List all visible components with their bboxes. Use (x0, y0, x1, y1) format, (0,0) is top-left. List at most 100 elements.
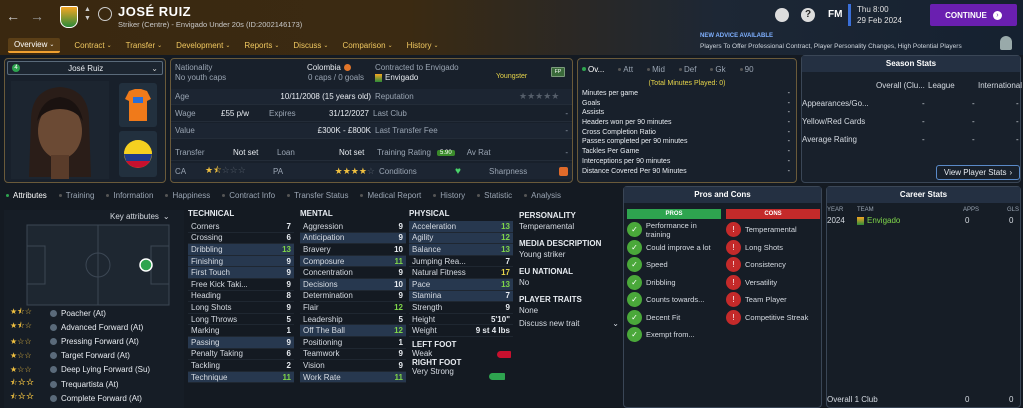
ov-tab-mid[interactable]: Mid (647, 65, 665, 74)
attribute-row[interactable]: Finishing 9 (188, 255, 294, 268)
subtab-medical-report[interactable]: Medical Report (360, 191, 421, 200)
attribute-row[interactable]: Pace 13 (409, 278, 513, 291)
fm-menu-button[interactable]: FM (828, 9, 843, 20)
attribute-row[interactable]: Acceleration 13 (409, 221, 513, 233)
view-player-stats-button[interactable]: View Player Stats › (936, 165, 1020, 180)
pro-item[interactable]: ✓ Exempt from... (627, 326, 723, 344)
attribute-row[interactable]: Marking 1 (188, 325, 294, 337)
attribute-row[interactable]: Jumping Rea... 7 (409, 256, 513, 268)
ov-tab-90[interactable]: 90 (739, 65, 754, 74)
attribute-row[interactable]: Technique 11 (188, 371, 294, 384)
subtab-contract-info[interactable]: Contract Info (222, 191, 275, 200)
attribute-row[interactable]: Heading 8 (188, 291, 294, 303)
subtab-statistic[interactable]: Statistic (477, 191, 512, 200)
attribute-row[interactable]: Strength 9 (409, 302, 513, 314)
attribute-row[interactable]: Determination 9 (300, 291, 406, 303)
attribute-row[interactable]: Corners 7 (188, 221, 294, 233)
attribute-row[interactable]: Leadership 5 (300, 314, 406, 326)
attribute-row[interactable]: Decisions 10 (300, 278, 406, 291)
tab-history[interactable]: History ⌄ (407, 41, 439, 50)
attribute-row[interactable]: Composure 11 (300, 255, 406, 268)
forward-arrow-icon[interactable]: → (30, 8, 44, 24)
pro-item[interactable]: ✓ Counts towards... (627, 291, 723, 309)
advice-title[interactable]: NEW ADVICE AVAILABLE (700, 33, 773, 39)
role-item[interactable]: ★⯪☆ Advanced Forward (At) (10, 320, 150, 334)
tab-development[interactable]: Development ⌄ (176, 41, 230, 50)
staff-icon[interactable] (1000, 36, 1012, 50)
attribute-row[interactable]: Long Throws 5 (188, 314, 294, 326)
attribute-row[interactable]: Free Kick Taki... 9 (188, 279, 294, 291)
tab-comparison[interactable]: Comparison ⌄ (342, 41, 392, 50)
role-item[interactable]: ⯪☆☆ Complete Forward (At) (10, 391, 150, 405)
con-item[interactable]: ! Long Shots (726, 239, 822, 257)
attribute-row[interactable]: Positioning 1 (300, 337, 406, 349)
attribute-row[interactable]: Anticipation 9 (300, 232, 406, 245)
tab-discuss[interactable]: Discuss ⌄ (293, 41, 328, 50)
football-icon[interactable] (775, 8, 789, 22)
key-attributes-dropdown[interactable]: Key attributes ⌄ (110, 212, 170, 221)
attribute-row[interactable]: Off The Ball 12 (300, 325, 406, 337)
attribute-row[interactable]: Balance 13 (409, 244, 513, 256)
career-team[interactable]: Envigado (857, 216, 900, 225)
role-item[interactable]: ★☆☆ Target Forward (At) (10, 349, 150, 363)
info-icon[interactable] (50, 309, 57, 317)
con-item[interactable]: ! Temperamental (726, 221, 822, 239)
player-select-dropdown[interactable]: 4 José Ruiz ⌄ (7, 61, 163, 75)
player-switch-icon[interactable]: ▲ ▼ (84, 6, 91, 22)
con-item[interactable]: ! Consistency (726, 256, 822, 274)
discuss-trait-dropdown[interactable]: Discuss new trait ⌄ (519, 319, 619, 328)
ov-tab-ov[interactable]: Ov... (582, 65, 604, 74)
attribute-row[interactable]: Agility 12 (409, 232, 513, 245)
tab-reports[interactable]: Reports ⌄ (244, 41, 279, 50)
back-arrow-icon[interactable]: ← (6, 8, 20, 24)
ov-tab-gk[interactable]: Gk (710, 65, 726, 74)
subtab-training[interactable]: Training (58, 191, 94, 200)
subtab-information[interactable]: Information (106, 191, 153, 200)
attribute-row[interactable]: Stamina 7 (409, 290, 513, 303)
attribute-row[interactable]: Long Shots 9 (188, 302, 294, 314)
help-icon[interactable]: ? (801, 8, 815, 22)
info-icon[interactable] (50, 380, 57, 388)
attribute-row[interactable]: Teamwork 9 (300, 349, 406, 361)
pro-item[interactable]: ✓ Speed (627, 256, 723, 274)
club-link[interactable]: Envigado (375, 73, 418, 82)
info-icon[interactable] (50, 352, 57, 360)
info-icon[interactable] (50, 394, 57, 402)
career-row[interactable]: 2024 Envigado 0 0 (827, 216, 1020, 228)
info-icon[interactable] (50, 323, 57, 331)
attribute-row[interactable]: Concentration 9 (300, 267, 406, 279)
role-item[interactable]: ★☆☆ Deep Lying Forward (Su) (10, 363, 150, 377)
attribute-row[interactable]: Crossing 6 (188, 233, 294, 245)
attribute-row[interactable]: Flair 12 (300, 302, 406, 314)
subtab-happiness[interactable]: Happiness (165, 191, 210, 200)
search-icon[interactable] (98, 7, 112, 21)
transfer-value[interactable]: Not set (233, 148, 259, 157)
pro-item[interactable]: ✓ Could improve a lot (627, 239, 723, 257)
subtab-transfer-status[interactable]: Transfer Status (287, 191, 348, 200)
subtab-attributes[interactable]: Attributes (6, 191, 47, 200)
info-icon[interactable] (50, 337, 57, 345)
subtab-analysis[interactable]: Analysis (524, 191, 561, 200)
attribute-row[interactable]: Work Rate 11 (300, 371, 406, 384)
con-item[interactable]: ! Versatility (726, 274, 822, 292)
info-icon[interactable] (50, 366, 57, 374)
ov-tab-att[interactable]: Att (618, 65, 633, 74)
attribute-row[interactable]: Bravery 10 (300, 244, 406, 256)
attribute-row[interactable]: Passing 9 (188, 336, 294, 349)
tab-transfer[interactable]: Transfer ⌄ (126, 41, 163, 50)
attribute-row[interactable]: Dribbling 13 (188, 244, 294, 256)
pro-item[interactable]: ✓ Decent Fit (627, 309, 723, 327)
attribute-row[interactable]: Tackling 2 (188, 360, 294, 372)
attribute-row[interactable]: Natural Fitness 17 (409, 267, 513, 279)
con-item[interactable]: ! Team Player (726, 291, 822, 309)
club-crest-icon[interactable] (60, 6, 78, 28)
continue-button[interactable]: CONTINUE › (930, 4, 1017, 26)
ov-tab-def[interactable]: Def (678, 65, 696, 74)
tab-contract[interactable]: Contract ⌄ (74, 41, 111, 50)
tab-overview[interactable]: Overview ⌄ (8, 38, 61, 53)
attribute-row[interactable]: Penalty Taking 6 (188, 349, 294, 361)
attribute-row[interactable]: First Touch 9 (188, 267, 294, 279)
role-item[interactable]: ★☆☆ Pressing Forward (At) (10, 334, 150, 348)
role-item[interactable]: ★⯪☆ Poacher (At) (10, 306, 150, 320)
attribute-row[interactable]: Aggression 9 (300, 221, 406, 233)
